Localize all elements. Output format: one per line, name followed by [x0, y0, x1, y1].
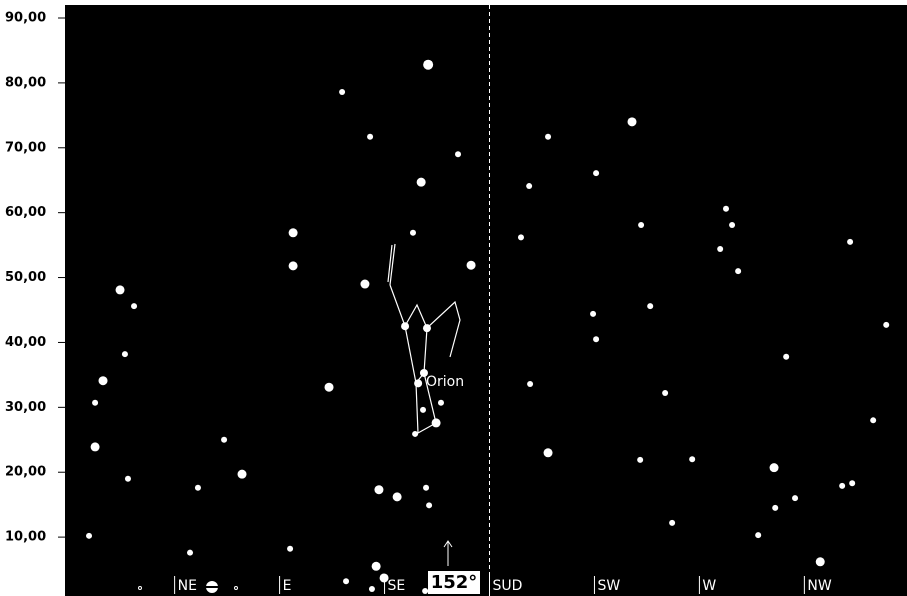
- x-tick-label: NE: [178, 578, 197, 594]
- star: [324, 382, 334, 392]
- star: [815, 557, 825, 567]
- y-tick-label: 30,00: [5, 400, 46, 415]
- x-tick-label: E: [283, 578, 292, 594]
- star: [92, 399, 99, 406]
- star: [792, 495, 799, 502]
- x-tick-label: SW: [597, 578, 620, 594]
- star: [783, 353, 790, 360]
- star: [343, 578, 350, 585]
- star: [414, 379, 423, 388]
- y-tick-label: 60,00: [5, 205, 46, 220]
- star: [288, 261, 298, 271]
- star: [466, 260, 476, 270]
- star: [847, 238, 854, 245]
- horizon-symbols: [138, 581, 238, 593]
- star: [517, 234, 524, 241]
- star: [115, 285, 125, 295]
- star: [371, 561, 381, 571]
- star: [543, 448, 553, 458]
- star: [121, 351, 128, 358]
- sky-panel: [65, 5, 907, 596]
- y-tick-label: 80,00: [5, 75, 46, 90]
- star: [419, 368, 428, 377]
- star: [431, 418, 441, 428]
- star: [637, 456, 644, 463]
- star: [90, 442, 100, 452]
- pointer-arrow: [443, 540, 453, 566]
- star: [627, 117, 637, 127]
- star: [98, 376, 108, 386]
- star: [593, 170, 600, 177]
- x-tick-label: SE: [388, 578, 406, 594]
- star: [455, 151, 462, 158]
- star: [131, 303, 138, 310]
- star: [723, 205, 730, 212]
- star: [194, 484, 201, 491]
- star: [367, 133, 374, 140]
- star: [437, 399, 444, 406]
- star: [593, 336, 600, 343]
- star: [416, 177, 426, 187]
- star: [221, 436, 228, 443]
- star: [590, 310, 597, 317]
- star: [717, 246, 724, 253]
- star: [368, 586, 375, 593]
- star: [883, 321, 890, 328]
- star: [360, 279, 370, 289]
- star: [237, 469, 247, 479]
- star: [374, 485, 384, 495]
- y-tick-label: 50,00: [5, 270, 46, 285]
- x-tick-label: SUD: [492, 578, 522, 594]
- constellation-label: Orion: [426, 374, 464, 390]
- y-tick-label: 70,00: [5, 140, 46, 155]
- star: [392, 492, 402, 502]
- star: [187, 549, 194, 556]
- x-tick-label: W: [702, 578, 716, 594]
- star: [422, 587, 429, 594]
- star: [638, 221, 645, 228]
- star: [423, 484, 430, 491]
- readout-box: [428, 571, 480, 594]
- star: [839, 482, 846, 489]
- star: [735, 268, 742, 275]
- star: [288, 228, 298, 238]
- star: [669, 519, 676, 526]
- star: [124, 475, 131, 482]
- star: [86, 532, 93, 539]
- star: [527, 380, 534, 387]
- star: [287, 545, 294, 552]
- star: [755, 532, 762, 539]
- star: [729, 221, 736, 228]
- star: [647, 303, 654, 310]
- y-tick-label: 10,00: [5, 530, 46, 545]
- star: [409, 229, 416, 236]
- azimuth-readout: 152°: [431, 572, 478, 593]
- star: [849, 480, 856, 487]
- star: [662, 390, 669, 397]
- star: [420, 406, 427, 413]
- star: [689, 456, 696, 463]
- star: [769, 463, 779, 473]
- star: [412, 430, 419, 437]
- star: [401, 322, 410, 331]
- star: [545, 133, 552, 140]
- star: [426, 502, 433, 509]
- y-tick-label: 90,00: [5, 11, 46, 26]
- star: [339, 88, 346, 95]
- star: [870, 417, 877, 424]
- star: [379, 573, 389, 583]
- star: [772, 504, 779, 511]
- y-tick-label: 20,00: [5, 465, 46, 480]
- star: [422, 324, 431, 333]
- star: [526, 183, 533, 190]
- x-tick-label: NW: [807, 578, 831, 594]
- y-tick-label: 40,00: [5, 335, 46, 350]
- star: [423, 59, 434, 70]
